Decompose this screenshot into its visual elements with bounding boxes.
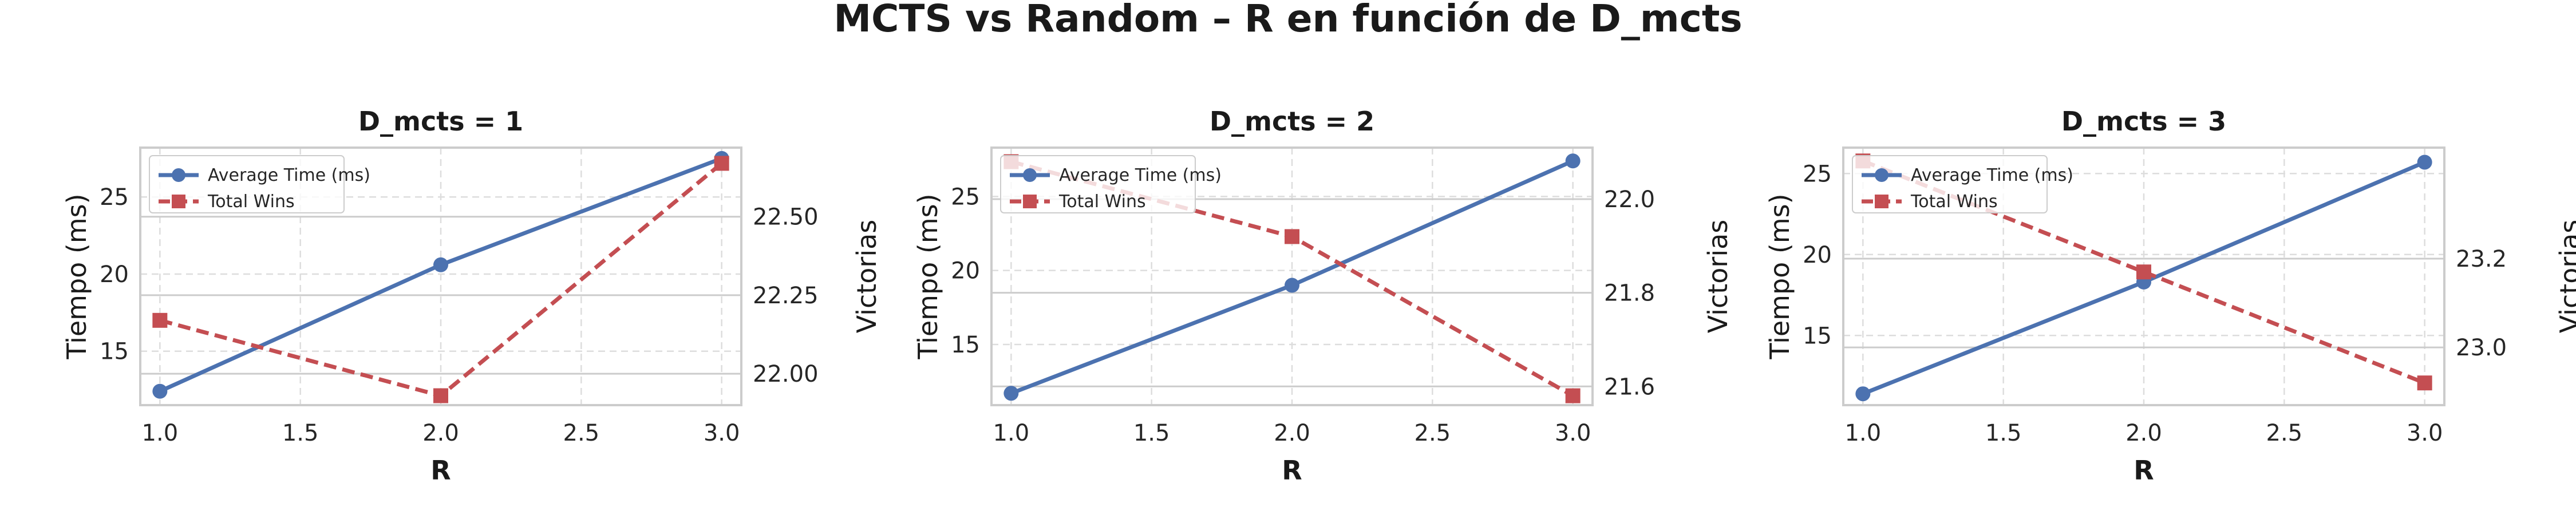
panel-title: D_mcts = 2 <box>1210 106 1374 137</box>
x-tick-label: 2.0 <box>1274 420 1310 446</box>
x-tick-label: 1.5 <box>1133 420 1170 446</box>
y-axis-label-right: Victorias <box>851 220 882 334</box>
time-data-point <box>152 383 168 399</box>
x-tick-label: 2.0 <box>2125 420 2162 446</box>
chart-panel-3: 1.0 1.5 2.0 2.5 3.0 15 20 25 23.0 23.2 D_mcts = 3 R… <box>1764 106 2576 486</box>
y-tick-label-right: 22.25 <box>753 283 819 309</box>
y-tick-label-right: 23.0 <box>2456 335 2507 361</box>
x-tick-label: 3.0 <box>2407 420 2443 446</box>
legend-label: Average Time (ms) <box>208 165 370 185</box>
legend-label: Average Time (ms) <box>1059 165 1222 185</box>
chart-panel-1: 1.0 1.5 2.0 2.5 3.0 15 20 25 22.00 22.25 22.50 D_mc… <box>61 106 882 486</box>
x-tick-label: 2.5 <box>563 420 600 446</box>
time-data-point <box>2417 154 2432 170</box>
y-tick-label-right: 23.2 <box>2456 246 2507 272</box>
y-axis-label-left: Tiempo (ms) <box>61 193 92 359</box>
x-tick-label: 2.5 <box>1415 420 1451 446</box>
wins-data-point <box>714 156 729 171</box>
y-tick-label-right: 21.8 <box>1604 280 1655 307</box>
y-axis-label-left: Tiempo (ms) <box>912 193 943 359</box>
legend-label: Total Wins <box>207 192 295 212</box>
panel-title: D_mcts = 1 <box>358 106 523 137</box>
y-tick-label-right: 22.0 <box>1604 187 1655 213</box>
y-tick-label-right: 21.6 <box>1604 374 1655 400</box>
y-tick-label-left: 15 <box>951 332 980 358</box>
x-tick-label: 1.5 <box>282 420 319 446</box>
legend-box <box>1000 155 1196 213</box>
x-tick-label: 1.5 <box>1985 420 2022 446</box>
figure-suptitle: MCTS vs Random – R en función de D_mcts <box>833 0 1742 41</box>
x-tick-label: 1.0 <box>1845 420 1882 446</box>
legend-marker-circle <box>172 168 185 182</box>
wins-data-point <box>1285 229 1299 244</box>
time-data-point <box>433 257 448 272</box>
y-tick-label-left: 20 <box>100 262 129 288</box>
time-data-point <box>1855 386 1871 402</box>
y-axis-label-right: Victorias <box>1702 220 1733 334</box>
legend-box <box>149 155 345 213</box>
y-tick-label-left: 25 <box>100 184 129 211</box>
wins-data-point <box>2417 375 2432 391</box>
wins-data-point <box>2136 264 2151 280</box>
legend-marker-square <box>1023 195 1037 208</box>
plot-frame <box>139 146 742 406</box>
x-axis-label: R <box>1282 455 1302 486</box>
legend-label: Total Wins <box>1910 192 1998 212</box>
y-tick-label-left: 15 <box>100 339 129 365</box>
y-tick-label-left: 25 <box>951 184 980 210</box>
wins-data-point <box>152 312 168 328</box>
x-axis-label: R <box>2134 455 2154 486</box>
panel-title: D_mcts = 3 <box>2061 106 2226 137</box>
y-tick-label-left: 20 <box>951 258 980 284</box>
x-tick-label: 3.0 <box>704 420 740 446</box>
wins-data-point <box>1565 388 1581 403</box>
x-tick-label: 2.5 <box>2266 420 2303 446</box>
y-tick-label-right: 22.00 <box>753 361 819 387</box>
y-axis-label-right: Victorias <box>2554 220 2576 334</box>
legend-marker-circle <box>1875 168 1888 182</box>
y-tick-label-left: 20 <box>1803 242 1832 268</box>
y-tick-label-left: 15 <box>1803 323 1832 349</box>
x-axis-label: R <box>430 455 451 486</box>
y-tick-label-right: 22.50 <box>753 204 819 231</box>
legend-marker-square <box>1875 195 1888 208</box>
plot-frame <box>990 146 1594 406</box>
legend-label: Average Time (ms) <box>1911 165 2073 185</box>
legend-marker-square <box>172 195 185 208</box>
time-data-point <box>1565 153 1581 169</box>
x-tick-label: 2.0 <box>422 420 459 446</box>
x-tick-label: 3.0 <box>1555 420 1591 446</box>
x-tick-label: 1.0 <box>142 420 179 446</box>
chart-panel-2: 1.0 1.5 2.0 2.5 3.0 15 20 25 21.6 21.8 22.0 D_mcts … <box>912 106 1733 486</box>
legend-box <box>1852 155 2048 213</box>
y-tick-label-left: 25 <box>1803 161 1832 187</box>
wins-data-point <box>433 388 448 403</box>
y-axis-label-left: Tiempo (ms) <box>1764 193 1795 359</box>
time-data-point <box>1003 386 1019 401</box>
legend-marker-circle <box>1023 168 1037 182</box>
time-data-point <box>1285 278 1299 293</box>
plot-frame <box>1842 146 2445 406</box>
legend-label: Total Wins <box>1058 192 1146 212</box>
x-tick-label: 1.0 <box>993 420 1030 446</box>
